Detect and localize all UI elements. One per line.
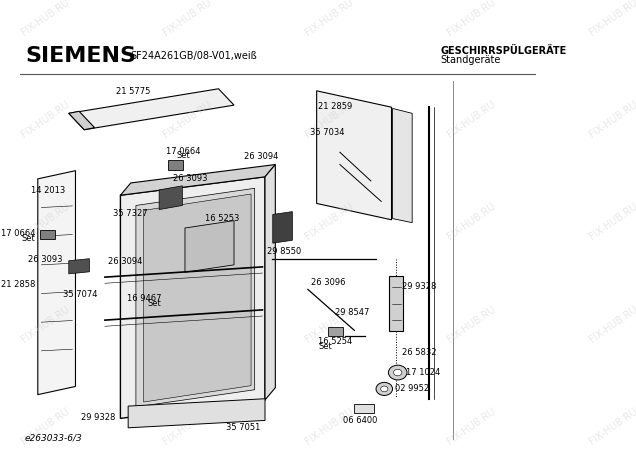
Text: 29 9328: 29 9328 [81, 414, 115, 423]
Text: 17 0664: 17 0664 [1, 229, 35, 238]
Text: 26 3093: 26 3093 [27, 255, 62, 264]
Polygon shape [69, 111, 95, 130]
Text: 26 3093: 26 3093 [173, 174, 207, 183]
Text: FIX-HUB.RU: FIX-HUB.RU [446, 202, 497, 242]
Text: 02 9952: 02 9952 [394, 384, 429, 393]
Polygon shape [317, 91, 392, 220]
Text: 26 3094: 26 3094 [108, 257, 142, 266]
Text: 26 3096: 26 3096 [312, 278, 346, 287]
Polygon shape [265, 165, 275, 400]
Text: 29 8550: 29 8550 [267, 247, 301, 256]
Text: 29 9328: 29 9328 [402, 282, 436, 291]
Text: SIEMENS: SIEMENS [25, 46, 136, 66]
Text: SF24A261GB/08-V01,weiß: SF24A261GB/08-V01,weiß [131, 51, 258, 61]
Polygon shape [128, 399, 265, 428]
Text: Set: Set [176, 152, 190, 161]
Polygon shape [185, 220, 234, 272]
Text: FIX-HUB.RU: FIX-HUB.RU [303, 99, 356, 140]
FancyBboxPatch shape [354, 405, 375, 413]
Text: FIX-HUB.RU: FIX-HUB.RU [20, 304, 71, 345]
Polygon shape [69, 89, 234, 130]
Text: FIX-HUB.RU: FIX-HUB.RU [588, 99, 636, 140]
Text: FIX-HUB.RU: FIX-HUB.RU [162, 406, 214, 447]
Text: 26 5832: 26 5832 [402, 347, 436, 356]
Text: 21 2859: 21 2859 [318, 102, 352, 111]
Text: 06 6400: 06 6400 [343, 416, 378, 425]
Polygon shape [120, 177, 265, 418]
Text: 29 8547: 29 8547 [335, 308, 369, 317]
Text: 35 7034: 35 7034 [310, 128, 345, 137]
Text: FIX-HUB.RU: FIX-HUB.RU [303, 406, 356, 447]
Text: Set: Set [318, 342, 332, 351]
Text: Set: Set [148, 299, 162, 308]
Text: FIX-HUB.RU: FIX-HUB.RU [303, 304, 356, 345]
Text: FIX-HUB.RU: FIX-HUB.RU [588, 0, 636, 37]
Text: FIX-HUB.RU: FIX-HUB.RU [20, 202, 71, 242]
Text: 35 7051: 35 7051 [226, 423, 260, 432]
Text: 16 5254: 16 5254 [318, 337, 352, 346]
FancyBboxPatch shape [168, 160, 183, 170]
Text: FIX-HUB.RU: FIX-HUB.RU [162, 202, 214, 242]
Text: FIX-HUB.RU: FIX-HUB.RU [446, 0, 497, 37]
Circle shape [376, 382, 392, 396]
Text: FIX-HUB.RU: FIX-HUB.RU [162, 99, 214, 140]
Text: 14 2013: 14 2013 [31, 186, 65, 195]
Text: 17 0664: 17 0664 [165, 147, 200, 156]
Polygon shape [273, 212, 293, 243]
Polygon shape [392, 108, 412, 223]
Text: Standgeräte: Standgeräte [441, 55, 501, 65]
Text: 16 9467: 16 9467 [127, 294, 162, 303]
Text: FIX-HUB.RU: FIX-HUB.RU [588, 406, 636, 447]
Text: FIX-HUB.RU: FIX-HUB.RU [303, 0, 356, 37]
FancyBboxPatch shape [389, 276, 403, 331]
Polygon shape [136, 188, 254, 407]
Text: FIX-HUB.RU: FIX-HUB.RU [162, 0, 214, 37]
Text: 21 2858: 21 2858 [1, 279, 35, 288]
Text: FIX-HUB.RU: FIX-HUB.RU [446, 99, 497, 140]
Text: e263033-6/3: e263033-6/3 [25, 433, 83, 442]
Text: FIX-HUB.RU: FIX-HUB.RU [20, 99, 71, 140]
Text: 26 3094: 26 3094 [244, 152, 279, 161]
Text: FIX-HUB.RU: FIX-HUB.RU [303, 202, 356, 242]
Circle shape [381, 386, 388, 392]
Text: GESCHIRRSPÜLGERÄTE: GESCHIRRSPÜLGERÄTE [441, 45, 567, 56]
Text: 16 5253: 16 5253 [205, 214, 240, 223]
FancyBboxPatch shape [328, 327, 343, 336]
Polygon shape [38, 171, 76, 395]
Text: FIX-HUB.RU: FIX-HUB.RU [588, 202, 636, 242]
FancyBboxPatch shape [40, 230, 55, 239]
Text: 35 7327: 35 7327 [113, 209, 148, 218]
Polygon shape [159, 186, 183, 210]
Text: FIX-HUB.RU: FIX-HUB.RU [446, 304, 497, 345]
Text: FIX-HUB.RU: FIX-HUB.RU [20, 406, 71, 447]
Circle shape [389, 365, 407, 380]
Text: 17 1024: 17 1024 [406, 368, 440, 377]
Text: FIX-HUB.RU: FIX-HUB.RU [20, 0, 71, 37]
Text: Set: Set [22, 234, 35, 243]
Polygon shape [120, 165, 275, 195]
Text: 21 5775: 21 5775 [116, 87, 151, 96]
Text: FIX-HUB.RU: FIX-HUB.RU [588, 304, 636, 345]
Text: FIX-HUB.RU: FIX-HUB.RU [446, 406, 497, 447]
Text: 35 7074: 35 7074 [63, 290, 97, 299]
Circle shape [394, 369, 402, 376]
Polygon shape [144, 194, 251, 402]
Text: FIX-HUB.RU: FIX-HUB.RU [162, 304, 214, 345]
Polygon shape [69, 259, 90, 274]
